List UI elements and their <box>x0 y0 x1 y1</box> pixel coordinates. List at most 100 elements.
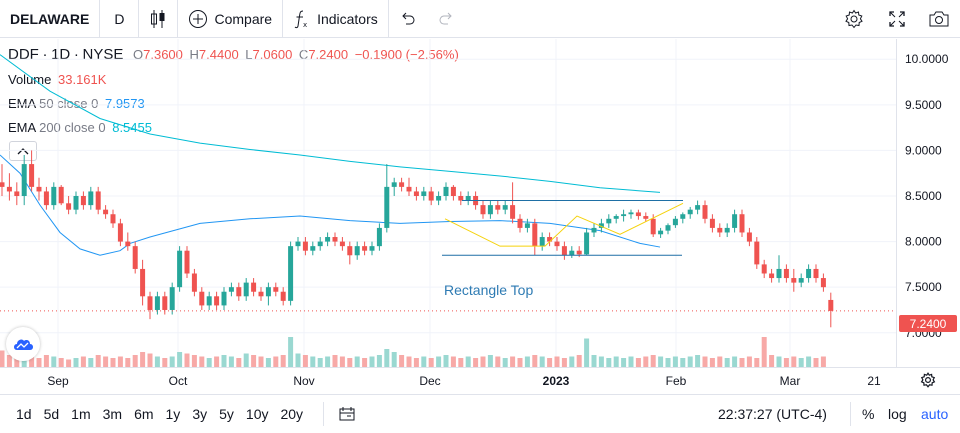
compare-label: Compare <box>214 10 273 27</box>
volume-bar <box>776 356 782 367</box>
price-tick-label: 8.5000 <box>905 189 942 203</box>
candle-body <box>746 232 752 242</box>
bottom-toolbar: 1d 5d 1m 3m 6m 1y 3y 5y 10y 20y 22:37:27 (UTC-4) … <box>0 394 960 433</box>
range-button-1m[interactable]: 1m <box>71 406 91 422</box>
candle-body <box>517 218 523 228</box>
volume-legend[interactable]: Volume 33.161K <box>8 72 106 87</box>
candle-body <box>487 205 493 215</box>
candle-body <box>813 268 819 279</box>
range-button-1d[interactable]: 1d <box>16 406 32 422</box>
volume-bar <box>339 356 345 367</box>
candle-body <box>14 191 20 196</box>
range-button-6m[interactable]: 6m <box>134 406 154 422</box>
screenshot-button[interactable] <box>918 0 960 38</box>
settings-button[interactable] <box>832 0 876 38</box>
volume-bar <box>29 353 35 367</box>
fullscreen-button[interactable] <box>876 0 918 38</box>
ema50-line <box>0 154 661 256</box>
candle-body <box>820 278 826 288</box>
range-button-10y[interactable]: 10y <box>245 406 269 422</box>
chart-pane[interactable]: Rectangle Top <box>0 39 896 367</box>
volume-bar <box>554 356 560 367</box>
volume-bar <box>473 358 479 367</box>
ema50-legend[interactable]: EMA 50 close 0 7.9573 <box>8 96 145 111</box>
range-button-1y[interactable]: 1y <box>165 406 181 422</box>
candle-body <box>339 241 345 247</box>
volume-bar <box>813 358 819 367</box>
log-toggle[interactable]: log <box>888 406 907 422</box>
symbol-search-button[interactable]: DELAWARE <box>0 0 101 38</box>
undo-button[interactable] <box>389 0 427 38</box>
candle-body <box>776 268 782 279</box>
volume-bar <box>265 358 271 367</box>
candle-body <box>399 182 405 187</box>
volume-bar <box>369 356 375 367</box>
volume-bar <box>450 356 456 367</box>
tradingview-logo-button[interactable] <box>6 327 40 361</box>
volume-bar <box>510 356 516 367</box>
interval-button[interactable]: D <box>100 0 140 38</box>
candle-body <box>384 186 390 228</box>
volume-bar <box>621 358 627 367</box>
candle-body <box>458 196 464 201</box>
volume-bar <box>687 356 693 367</box>
price-axis[interactable]: 10.0000 9.5000 9.0000 8.5000 8.0000 7.5000 7.0… <box>896 39 960 367</box>
compare-button[interactable]: Compare <box>178 0 284 38</box>
range-button-3y[interactable]: 3y <box>192 406 208 422</box>
time-tick-label: Dec <box>419 374 440 388</box>
volume-bar <box>362 358 368 367</box>
indicators-button[interactable]: x Indicators <box>283 0 389 38</box>
clock-label[interactable]: 22:37:27 (UTC-4) <box>718 406 827 422</box>
candle-body <box>66 203 72 210</box>
candle-body <box>628 212 634 215</box>
chart-type-button[interactable] <box>139 0 179 38</box>
volume-bar <box>169 356 175 367</box>
range-button-20y[interactable]: 20y <box>280 406 304 422</box>
rectangle-top-annotation: Rectangle Top <box>444 282 533 298</box>
range-button-5d[interactable]: 5d <box>43 406 60 422</box>
time-axis[interactable]: Sep Oct Nov Dec 2023 Feb Mar 21 <box>0 367 960 394</box>
gear-icon <box>845 9 863 29</box>
axis-settings-button[interactable] <box>920 372 936 393</box>
candle-body <box>724 227 730 233</box>
legend-collapse-button[interactable] <box>9 141 37 161</box>
candle-body <box>806 268 812 279</box>
percent-toggle[interactable]: % <box>862 406 875 422</box>
volume-bar <box>191 355 197 367</box>
range-button-3m[interactable]: 3m <box>102 406 123 422</box>
candle-body <box>406 186 412 192</box>
legend-low-key: L <box>245 47 253 62</box>
candle-body <box>680 214 686 219</box>
volume-bar <box>280 355 286 367</box>
legend-separator: · <box>73 46 79 63</box>
candle-body <box>613 216 619 219</box>
candle-body <box>221 291 227 306</box>
volume-bar <box>80 356 86 367</box>
volume-bar <box>140 352 146 367</box>
volume-bar <box>147 353 153 367</box>
candle-body <box>21 164 27 196</box>
candle-body <box>695 205 701 210</box>
candle-body <box>362 246 368 251</box>
volume-bar <box>746 356 752 367</box>
volume-bar <box>695 355 701 367</box>
goto-date-button[interactable] <box>323 402 356 426</box>
volume-bar <box>658 356 664 367</box>
candle-body <box>154 296 160 310</box>
auto-toggle[interactable]: auto <box>921 406 949 422</box>
volume-bar <box>539 356 545 367</box>
volume-bar <box>761 337 767 367</box>
ema200-legend[interactable]: EMA 200 close 0 8.5455 <box>8 120 152 135</box>
candle-body <box>421 191 427 196</box>
volume-bar <box>650 355 656 367</box>
volume-bar <box>806 356 812 367</box>
candle-body <box>147 296 153 310</box>
candle-body <box>258 291 264 297</box>
range-button-5y[interactable]: 5y <box>219 406 234 422</box>
candle-body <box>347 246 353 256</box>
price-chart[interactable]: Rectangle Top <box>0 39 896 367</box>
volume-bar <box>561 358 567 367</box>
candle-body <box>80 196 86 206</box>
redo-button[interactable] <box>427 0 465 38</box>
volume-bar <box>43 355 49 367</box>
